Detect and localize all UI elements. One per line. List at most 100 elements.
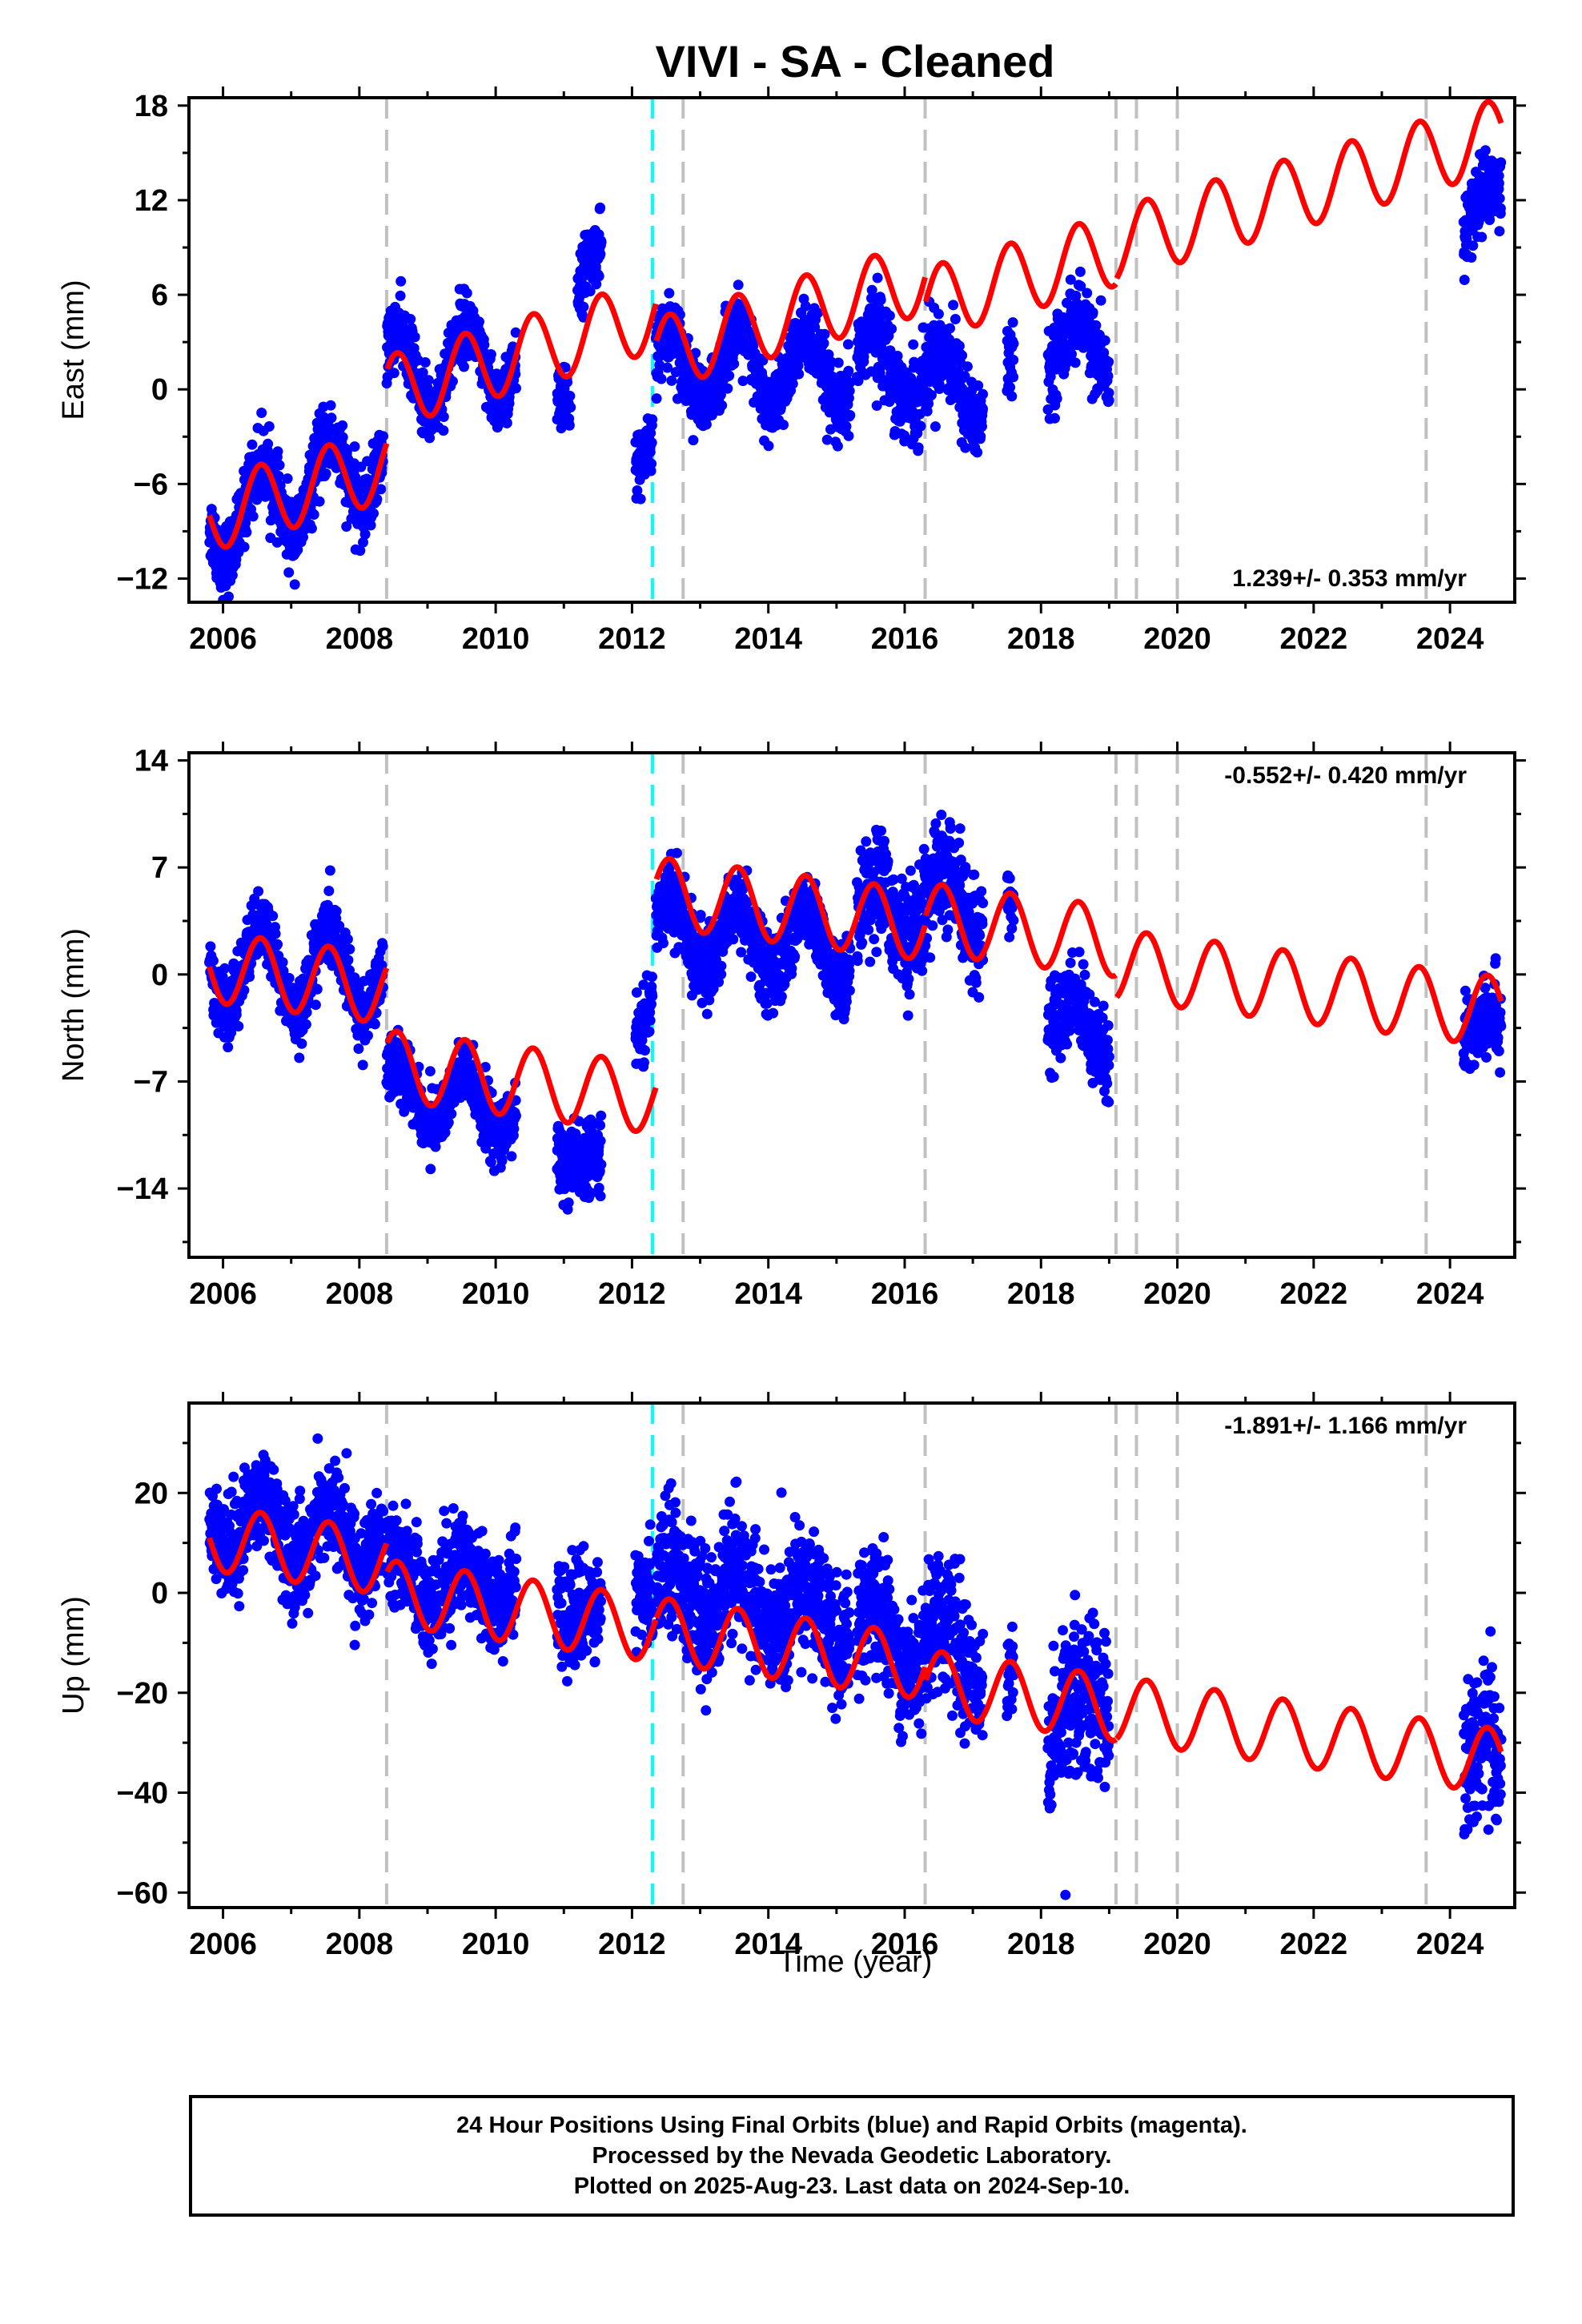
east-point	[717, 400, 728, 411]
east-point	[378, 431, 388, 442]
east-point	[662, 362, 673, 373]
east-point	[1476, 231, 1488, 243]
east-point	[365, 520, 376, 531]
north-point	[658, 938, 669, 949]
east-point	[886, 324, 897, 335]
east-x-tick-label: 2006	[189, 622, 257, 656]
east-point	[292, 545, 303, 555]
east-point	[722, 383, 733, 394]
east-point	[247, 439, 258, 450]
east-point	[355, 545, 366, 557]
north-point	[671, 847, 682, 858]
north-point	[342, 934, 353, 945]
east-point	[474, 316, 484, 328]
north-point	[716, 960, 727, 971]
east-point	[654, 360, 665, 371]
east-point	[1103, 356, 1114, 368]
east-point	[884, 310, 895, 321]
north-panel: 2006 2008 2010 2012 2014 2016 2018 2020 2022 2024…	[57, 742, 1526, 1311]
east-point	[298, 532, 308, 543]
north-point	[253, 886, 264, 897]
east-data-points	[204, 145, 1507, 602]
north-point	[768, 1007, 779, 1019]
north-point	[701, 1008, 713, 1019]
east-point	[800, 300, 811, 312]
east-point	[584, 286, 596, 297]
east-point	[326, 412, 337, 424]
east-point	[832, 440, 843, 452]
east-point	[972, 447, 983, 458]
east-x-tick-label: 2010	[462, 622, 530, 656]
east-point	[368, 508, 379, 519]
east-point	[957, 350, 968, 361]
east-point	[1496, 157, 1507, 168]
east-point	[511, 383, 521, 394]
east-x-tick-label: 2020	[1143, 622, 1211, 656]
east-point	[423, 375, 434, 386]
north-point	[296, 1038, 307, 1049]
east-point	[818, 338, 829, 349]
north-point	[283, 972, 295, 983]
east-point	[646, 458, 657, 469]
east-point	[306, 523, 317, 534]
east-x-tick-label: 2024	[1416, 622, 1484, 656]
north-point	[511, 1110, 521, 1121]
north-point	[596, 1159, 607, 1170]
east-point	[908, 339, 919, 350]
east-point	[930, 421, 941, 432]
east-panel: 2006 2008 2010 2012 2014 2016 2018 2020 2022 2024…	[57, 86, 1526, 656]
east-point	[1006, 391, 1018, 402]
east-point	[283, 567, 295, 578]
east-point	[945, 323, 955, 334]
east-point	[459, 361, 469, 372]
east-point	[596, 236, 607, 247]
north-point	[272, 939, 283, 950]
east-point	[875, 295, 886, 305]
east-point	[595, 202, 606, 213]
north-point	[311, 983, 323, 995]
east-point	[273, 471, 284, 482]
east-point	[1480, 145, 1491, 156]
east-point	[371, 493, 383, 505]
east-point	[256, 408, 267, 418]
east-point	[647, 414, 658, 425]
east-point	[1070, 357, 1081, 368]
east-point	[1087, 307, 1098, 318]
east-point	[656, 373, 667, 384]
east-point	[223, 591, 234, 602]
east-point	[1103, 395, 1114, 406]
east-point	[485, 349, 496, 360]
east-point	[395, 290, 406, 301]
east-point	[666, 375, 677, 386]
east-point	[646, 437, 657, 448]
north-point	[506, 1151, 517, 1162]
north-point	[647, 991, 658, 1002]
east-point	[1008, 372, 1019, 383]
east-point	[664, 287, 675, 299]
east-point	[358, 537, 368, 548]
east-point	[271, 537, 283, 548]
east-point	[978, 403, 988, 414]
east-point	[690, 348, 701, 359]
east-point	[724, 370, 735, 381]
east-point	[962, 361, 973, 372]
east-point	[320, 468, 331, 479]
east-point	[913, 442, 924, 453]
east-point	[933, 308, 944, 320]
north-point	[205, 941, 216, 952]
north-point	[270, 928, 281, 939]
east-y-tick-label: 18	[135, 90, 168, 123]
north-point	[323, 886, 335, 896]
east-x-tick-label: 2016	[871, 622, 939, 656]
north-point	[353, 1043, 364, 1054]
east-point	[510, 327, 521, 338]
east-y-tick-label: 0	[151, 373, 168, 407]
east-x-tick-label: 2008	[326, 622, 394, 656]
east-point	[241, 527, 252, 538]
north-point	[344, 943, 355, 955]
east-point	[1494, 193, 1505, 204]
east-point	[501, 417, 512, 428]
east-point	[651, 393, 662, 404]
north-point	[331, 906, 342, 917]
north-point	[695, 910, 706, 921]
